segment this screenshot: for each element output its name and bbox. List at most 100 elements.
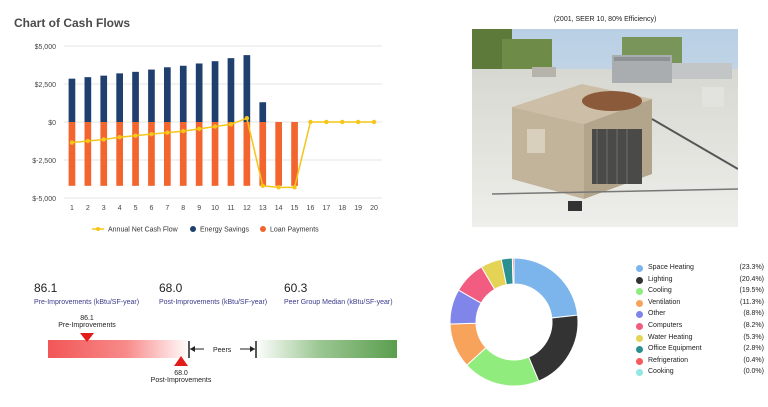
metric-peer-value: 60.3 (284, 281, 308, 295)
legend-label: Ventilation (648, 298, 681, 306)
energy-savings-bar (164, 67, 171, 122)
net-cash-flow-point (165, 130, 170, 135)
net-cash-flow-point (133, 133, 138, 138)
x-tick-label: 5 (134, 205, 138, 212)
loan-payment-bar (164, 122, 171, 186)
net-cash-flow-point (196, 126, 202, 132)
pre-marker-value: 86.1 (80, 315, 94, 322)
legend-item: Energy Savings (190, 226, 250, 234)
legend-dot-icon (636, 299, 643, 307)
legend-dot-icon (260, 226, 266, 232)
legend-label: Other (648, 310, 666, 318)
legend-label: Computers (648, 322, 683, 329)
x-tick-label: 13 (259, 205, 267, 212)
legend-dot-icon (636, 334, 643, 342)
loan-payment-bar (116, 122, 123, 186)
x-tick-label: 19 (354, 205, 362, 212)
energy-savings-bar (84, 77, 92, 122)
legend-item: Annual Net Cash Flow (92, 227, 179, 234)
x-tick-label: 2 (86, 205, 90, 212)
y-tick-label: $5,000 (35, 44, 57, 51)
energy-savings-bar (243, 55, 251, 122)
loan-payment-bar (211, 122, 219, 186)
legend-percent: (0.0%) (743, 368, 764, 376)
legend-item: Loan Payments (260, 226, 319, 234)
loan-payment-bar (68, 122, 76, 186)
net-cash-flow-point (340, 119, 345, 125)
y-tick-label: $0 (48, 120, 56, 127)
net-cash-flow-point (212, 124, 218, 129)
peers-right-arrowhead (250, 346, 255, 352)
legend-percent: (2.8%) (743, 345, 764, 353)
legend-dot-icon (636, 276, 643, 284)
net-cash-flow-point (69, 140, 75, 145)
metric-peer: 60.3 Peer Group Median (kBtu/SF-year) (284, 281, 393, 306)
legend-percent: (20.4%) (739, 275, 764, 283)
legend-dot-icon (636, 369, 643, 377)
legend-item: Office Equipment (2.8%) (636, 345, 764, 356)
legend-percent: (5.3%) (743, 333, 764, 341)
legend-percent: (11.3%) (740, 298, 764, 306)
net-cash-flow-point (292, 185, 297, 190)
post-marker-value: 68.0 (174, 370, 188, 377)
legend-dot-icon (636, 311, 643, 319)
net-cash-flow-point (260, 183, 265, 189)
energy-savings-bar (68, 78, 76, 122)
donut-slice (513, 257, 579, 319)
metric-post: 68.0 Post-Improvements (kBtu/SF-year) (159, 281, 267, 306)
pre-marker-label: Pre-Improvements (58, 322, 116, 329)
metric-peer-label: Peer Group Median (kBtu/SF-year) (284, 299, 393, 306)
legend-item: Computers (8.2%) (636, 322, 764, 333)
energy-savings-bar (179, 65, 187, 122)
legend-item: Cooling (19.5%) (636, 287, 764, 298)
legend-label: Space Heating (648, 264, 694, 271)
energy-savings-bar (116, 73, 123, 122)
y-tick-label: $-2,500 (32, 158, 56, 165)
legend-dot-icon (636, 357, 643, 365)
loan-payment-bar (84, 122, 92, 186)
loan-payment-bar (179, 122, 187, 186)
legend-percent: (0.4%) (743, 356, 764, 364)
x-tick-label: 11 (227, 205, 234, 212)
x-tick-label: 12 (243, 205, 251, 212)
x-tick-label: 18 (338, 205, 346, 212)
legend-label: Annual Net Cash Flow (108, 227, 179, 234)
donut-slice (511, 257, 515, 285)
legend-dot-icon (636, 346, 643, 354)
loan-payment-bar (227, 122, 235, 186)
energy-savings-bar (227, 58, 235, 122)
energy-savings-bar (195, 63, 203, 122)
legend-dot-icon (636, 288, 643, 296)
loan-payment-bar (259, 122, 267, 186)
donut-slice (527, 314, 579, 382)
legend-item: Water Heating (5.3%) (636, 334, 764, 345)
loan-payment-bar (148, 122, 155, 186)
legend-label: Energy Savings (200, 227, 250, 234)
legend-dot-icon (190, 226, 196, 232)
legend-label: Refrigeration (648, 356, 689, 364)
bar-green-zone (255, 340, 397, 358)
legend-item: Lighting (20.4%) (636, 276, 764, 287)
x-tick-label: 20 (370, 205, 378, 212)
loan-payment-bar (291, 122, 298, 186)
legend-percent: (23.3%) (739, 264, 764, 271)
legend-item: Refrigeration (0.4%) (636, 357, 764, 368)
energy-savings-bar (211, 61, 219, 122)
x-tick-label: 17 (322, 205, 330, 212)
net-cash-flow-line (71, 117, 375, 189)
metric-pre: 86.1 Pre-Improvements (kBtu/SF-year) (34, 281, 139, 306)
legend-item: Space Heating (23.3%) (636, 264, 764, 275)
rooftop-unit-photo (472, 29, 738, 227)
metric-post-value: 68.0 (159, 281, 183, 295)
net-cash-flow-point (117, 135, 122, 140)
energy-savings-bar (132, 71, 139, 122)
x-tick-label: 1 (70, 205, 74, 212)
energy-savings-bar (100, 75, 108, 122)
net-cash-flow-point (276, 185, 281, 190)
y-tick-label: $-5,000 (32, 196, 56, 203)
cash-flow-title: Chart of Cash Flows (14, 16, 131, 30)
loan-payment-bar (275, 122, 282, 186)
legend-label: Cooling (648, 287, 672, 295)
x-tick-label: 7 (165, 205, 169, 212)
